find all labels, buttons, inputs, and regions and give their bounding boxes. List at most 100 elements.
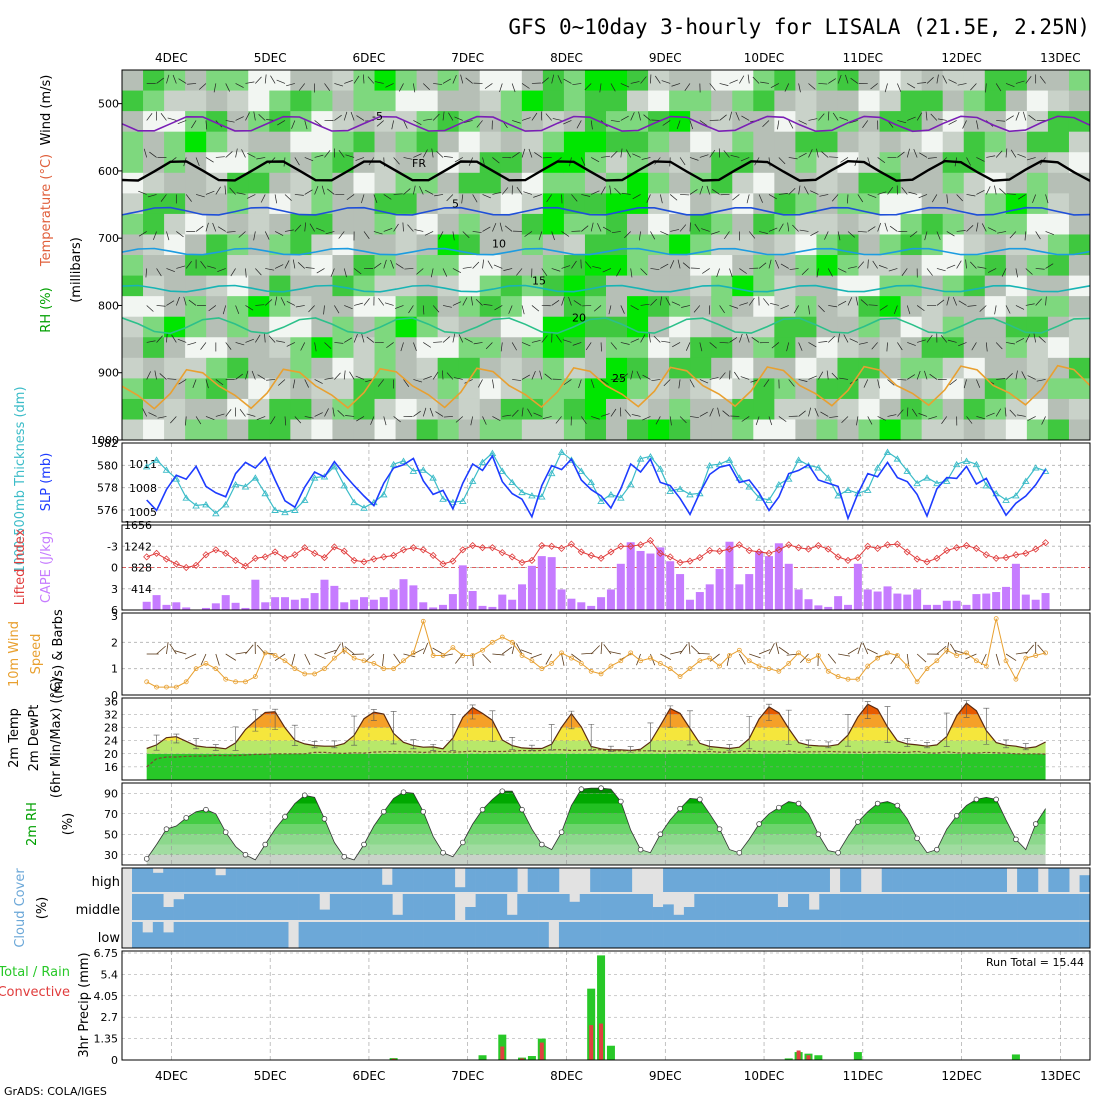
wind-barb xyxy=(314,154,324,158)
wind-barb xyxy=(624,231,631,239)
rh-cell xyxy=(648,337,670,359)
wind-barb xyxy=(393,193,403,195)
wind-barb xyxy=(531,112,538,121)
rh-cell xyxy=(521,111,544,133)
cape-bar xyxy=(844,604,852,610)
rh-cell xyxy=(122,419,144,441)
cape-bar xyxy=(932,604,941,610)
wind-barb xyxy=(640,303,650,306)
wind-barb xyxy=(878,265,888,269)
isotherm-label: 10 xyxy=(492,238,506,251)
wind-barb xyxy=(332,407,335,417)
wind-barb xyxy=(452,301,462,306)
rh-cell xyxy=(521,131,544,153)
wind-barb xyxy=(847,297,853,306)
wind-barb xyxy=(1027,375,1036,380)
wind-barb xyxy=(887,186,894,195)
wind-barb xyxy=(446,372,454,380)
rh-cell xyxy=(542,398,565,420)
rh-cell xyxy=(479,111,502,133)
rh-cell xyxy=(921,213,944,235)
wind-barb xyxy=(956,260,962,269)
wind-barb xyxy=(592,266,602,269)
wind-barb xyxy=(284,229,294,232)
cloud-cell xyxy=(475,894,487,920)
wind-barb xyxy=(255,268,262,276)
rh-marker xyxy=(815,831,822,837)
rh-cell xyxy=(437,234,460,256)
wind-barb-10m xyxy=(235,651,248,655)
wind-barb xyxy=(981,223,987,232)
cape-bar xyxy=(567,598,576,610)
li-marker xyxy=(814,541,822,550)
wind-barb xyxy=(936,231,941,240)
wind-barb xyxy=(897,151,905,158)
wind-barb xyxy=(1015,268,1018,278)
isotherm-label: -5 xyxy=(372,110,383,123)
rh-cell xyxy=(900,234,923,256)
rh-cell xyxy=(879,70,902,92)
minmax-bar xyxy=(706,740,713,750)
cloud-cell xyxy=(631,894,643,920)
wind-barb xyxy=(345,415,355,417)
cloud-cell xyxy=(881,922,893,948)
rh-cell xyxy=(206,337,228,359)
minmax-bar xyxy=(509,737,516,750)
wind-barb xyxy=(768,259,772,269)
wind-barb xyxy=(177,120,187,125)
rh-cell xyxy=(984,193,1007,215)
rh-cell xyxy=(206,378,228,400)
cloud-cell xyxy=(465,907,476,920)
wind-marker xyxy=(667,666,673,672)
wind-barb xyxy=(847,266,857,269)
precip-tick: 2.7 xyxy=(101,1011,119,1024)
wind-barb xyxy=(828,335,835,343)
wind-barb xyxy=(229,187,236,195)
wind-barb xyxy=(324,150,331,158)
cloud-cell xyxy=(892,922,903,948)
rh-cell xyxy=(143,296,165,318)
rh-cell xyxy=(1005,111,1028,133)
wind-barb xyxy=(334,114,342,121)
cloud-cell xyxy=(236,894,247,920)
wind-barb-10m xyxy=(768,643,775,655)
wind-barb xyxy=(946,194,949,204)
wind-barb xyxy=(563,78,572,84)
rh-cell xyxy=(1068,193,1091,215)
wind-barb xyxy=(751,337,760,343)
wind-barb xyxy=(222,305,227,315)
wind-barb xyxy=(413,379,423,383)
wind-barb xyxy=(610,83,616,92)
wind-marker xyxy=(875,655,881,661)
rh-cell xyxy=(627,131,649,153)
wind-barb xyxy=(185,194,192,202)
minmax-bar xyxy=(686,710,693,746)
rh-cell xyxy=(795,193,817,215)
cloud-cell xyxy=(402,922,414,948)
cloud-cell xyxy=(798,922,810,948)
rh-cell xyxy=(711,70,733,92)
rh-cell xyxy=(669,275,691,297)
rh-cell xyxy=(206,152,228,174)
wind-barb xyxy=(924,231,928,241)
cloud-cell xyxy=(694,868,706,892)
wind-barb xyxy=(430,268,434,278)
wind-barb xyxy=(719,114,727,121)
rh-tick: 90 xyxy=(104,787,118,800)
rh-cell xyxy=(984,152,1007,174)
rh-cell xyxy=(374,90,397,112)
wind-barb xyxy=(682,262,691,269)
rh-cell xyxy=(627,296,649,318)
wind-barb xyxy=(484,83,493,89)
wind-barb xyxy=(390,259,394,269)
rh-cell xyxy=(858,337,881,359)
cloud-cell xyxy=(194,894,206,920)
rh-cell xyxy=(921,357,944,379)
rh-cell xyxy=(353,131,376,153)
rh-cell xyxy=(648,378,670,400)
rh-cell xyxy=(1047,172,1070,194)
li-marker xyxy=(874,544,882,552)
li-marker xyxy=(587,551,595,560)
wind-barb xyxy=(487,260,493,269)
isotherm-line xyxy=(121,364,1091,410)
